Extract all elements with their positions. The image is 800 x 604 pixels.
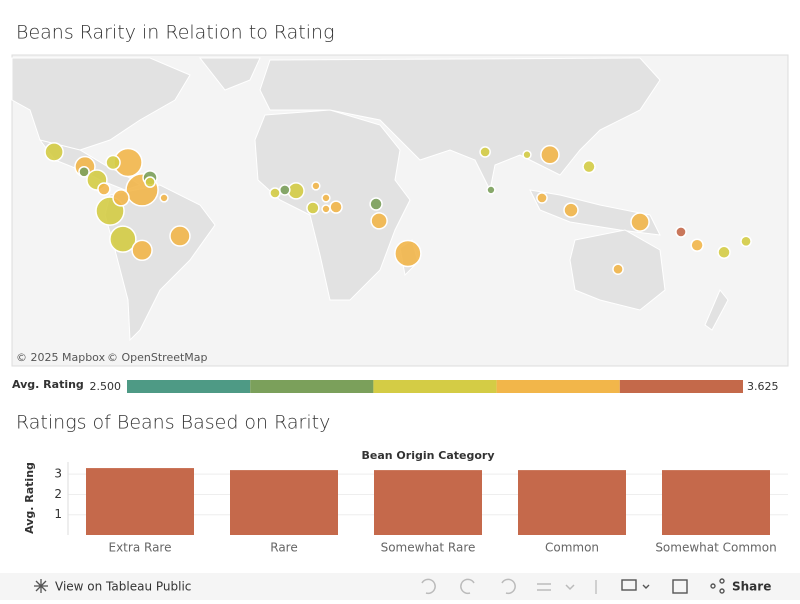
fullscreen-button[interactable]: [672, 579, 688, 594]
legend-title: Avg. Rating: [12, 378, 84, 391]
legend-swatch: [619, 380, 743, 393]
origin-bubble: [690, 238, 704, 252]
origin-bubble: [311, 181, 321, 191]
download-button[interactable]: [621, 579, 637, 591]
origin-bubble: [522, 150, 532, 160]
origin-bubble: [394, 239, 422, 268]
map-attribution: © 2025 Mapbox: [16, 351, 106, 364]
bar: [662, 470, 770, 535]
legend-swatch: [373, 380, 497, 393]
toolbar-actions: [621, 578, 725, 594]
color-legend: 2.500 3.625: [90, 380, 779, 393]
redo-button[interactable]: [460, 578, 475, 595]
origin-bubble: [131, 239, 153, 262]
origin-bubble: [44, 142, 64, 162]
y-tick-label: 2: [54, 487, 62, 501]
origin-bubble: [486, 185, 496, 195]
legend-swatch: [127, 380, 251, 393]
pause-button[interactable]: [565, 584, 575, 591]
origin-bubble: [329, 200, 343, 214]
origin-bubble: [269, 187, 281, 199]
x-tick-label: Somewhat Common: [655, 541, 776, 555]
bar: [86, 468, 194, 535]
share-icon[interactable]: [710, 583, 716, 589]
x-tick-label: Rare: [270, 541, 297, 555]
map-title: Beans Rarity in Relation to Rating: [16, 22, 334, 44]
origin-bubble: [369, 197, 383, 211]
origin-bubble: [279, 184, 291, 196]
origin-bubble: [675, 226, 687, 238]
map-attribution: © OpenStreetMap: [107, 351, 208, 364]
bar-layer: 1 2 3 Extra Rare Rare Somewhat Rare Common Some…: [54, 462, 788, 555]
undo-button[interactable]: [421, 578, 436, 595]
origin-bubble: [321, 193, 331, 203]
origin-bubble: [112, 189, 130, 207]
x-tick-label: Common: [545, 541, 599, 555]
legend-swatch: [250, 380, 374, 393]
origin-bubble: [479, 146, 491, 158]
y-tick-label: 1: [54, 507, 62, 521]
legend-tick-label: 2.500: [90, 380, 122, 393]
origin-bubble: [109, 225, 137, 253]
column-header: Bean Origin Category: [361, 449, 494, 462]
origin-bubble: [144, 176, 156, 188]
origin-bubble: [78, 165, 90, 178]
origin-bubble: [536, 192, 548, 204]
origin-bubble: [540, 144, 560, 165]
origin-bubble: [630, 212, 650, 232]
toolbar: [0, 573, 800, 600]
y-tick-label: 3: [54, 467, 62, 481]
legend-tick-label: 3.625: [747, 380, 779, 393]
toolbar-controls: [421, 578, 575, 595]
origin-bubble: [563, 202, 579, 218]
revert-button[interactable]: [501, 578, 516, 595]
origin-bubble: [306, 201, 320, 215]
refresh-button[interactable]: [537, 583, 551, 591]
legend-swatch: [496, 380, 620, 393]
bar: [374, 470, 482, 535]
origin-bubble: [159, 193, 169, 203]
bubble-layer: [44, 142, 752, 276]
tableau-icon: [34, 579, 48, 593]
origin-bubble: [169, 225, 191, 247]
bar-title: Ratings of Beans Based on Rarity: [16, 412, 330, 434]
y-axis-label: Avg. Rating: [23, 462, 36, 534]
origin-bubble: [97, 182, 111, 196]
origin-bubble: [370, 212, 388, 230]
bar: [518, 470, 626, 535]
view-on-tableau-link[interactable]: View on Tableau Public: [55, 580, 191, 594]
origin-bubble: [717, 245, 731, 260]
origin-bubble: [582, 159, 596, 174]
origin-bubble: [612, 263, 624, 276]
origin-bubble: [740, 235, 752, 248]
x-tick-label: Extra Rare: [109, 541, 172, 555]
bar: [230, 470, 338, 535]
origin-bubble: [321, 204, 331, 214]
download-menu[interactable]: [642, 584, 650, 589]
share-button[interactable]: Share: [732, 580, 771, 594]
origin-bubble: [105, 154, 121, 171]
x-tick-label: Somewhat Rare: [381, 541, 476, 555]
